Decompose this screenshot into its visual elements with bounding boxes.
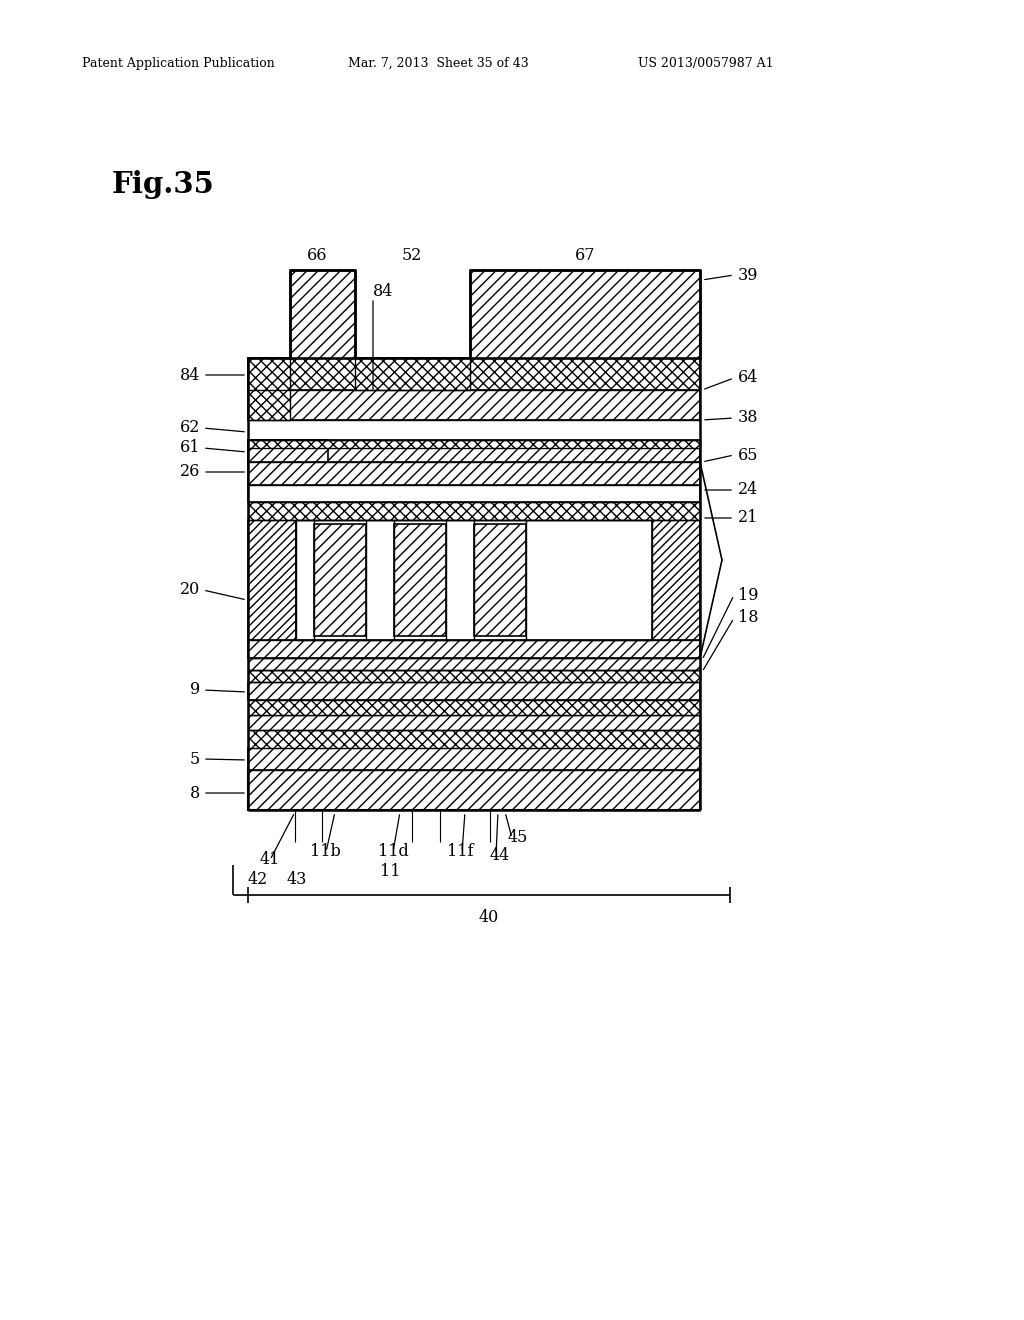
Bar [355,358,470,389]
Bar [248,484,700,502]
Bar [248,502,700,520]
Bar [470,271,700,358]
Text: 84: 84 [373,284,393,301]
Bar [474,524,526,636]
Text: 84: 84 [179,367,200,384]
Text: 19: 19 [738,586,759,603]
Bar [248,358,700,420]
Bar [652,520,700,640]
Text: 8: 8 [189,784,200,801]
Bar [248,640,700,657]
Text: 21: 21 [738,510,759,527]
Text: 67: 67 [574,248,595,264]
Bar [248,440,328,462]
Bar [248,358,290,420]
Text: Patent Application Publication: Patent Application Publication [82,57,274,70]
Text: 64: 64 [738,370,759,387]
Bar [248,358,700,389]
Text: 52: 52 [401,248,422,264]
Text: 61: 61 [179,440,200,457]
Text: 41: 41 [260,851,281,869]
Bar [314,524,366,636]
Text: 26: 26 [179,463,200,480]
Text: 45: 45 [508,829,528,846]
Bar [248,682,700,700]
Text: 11d: 11d [378,843,409,861]
Bar [248,700,700,715]
Bar [248,440,700,447]
Bar [248,462,700,484]
Text: US 2013/0057987 A1: US 2013/0057987 A1 [638,57,773,70]
Text: 42: 42 [248,871,268,888]
Text: 65: 65 [738,446,759,463]
Bar [296,520,652,640]
Text: 24: 24 [738,482,758,499]
Bar [290,271,355,358]
Bar [248,730,700,748]
Bar [394,524,446,636]
Bar [248,657,700,671]
Text: 39: 39 [738,267,759,284]
Bar [248,748,700,770]
Text: 11: 11 [380,863,400,880]
Text: 5: 5 [189,751,200,767]
Text: Mar. 7, 2013  Sheet 35 of 43: Mar. 7, 2013 Sheet 35 of 43 [348,57,528,70]
Text: Fig.35: Fig.35 [112,170,215,199]
Text: 66: 66 [307,248,328,264]
Text: 20: 20 [180,582,200,598]
Text: 38: 38 [738,409,759,426]
Text: 9: 9 [189,681,200,698]
Text: 44: 44 [490,846,510,863]
Text: 43: 43 [287,871,307,888]
Bar [248,440,700,462]
Text: 11f: 11f [447,843,473,861]
Bar [248,671,700,682]
Text: 18: 18 [738,610,759,627]
Text: 62: 62 [179,420,200,437]
Bar [248,520,296,640]
Bar [248,770,700,810]
Text: 11b: 11b [310,843,341,861]
Bar [248,715,700,730]
Text: 40: 40 [479,908,499,925]
